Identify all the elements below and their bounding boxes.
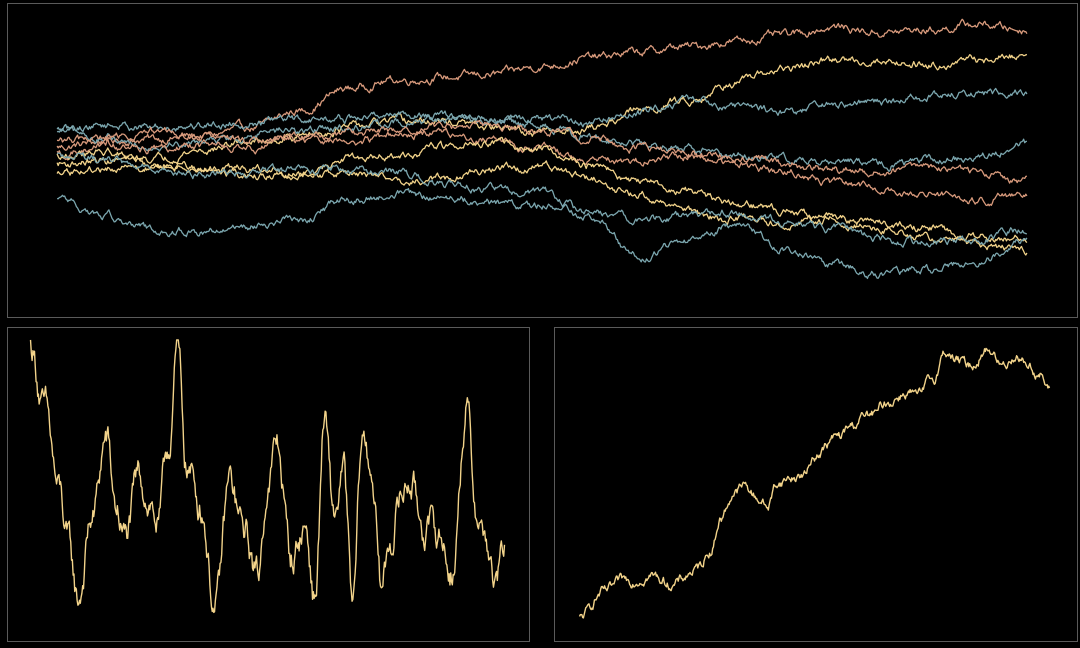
series-line-3 (56, 87, 1028, 133)
chart-panel-top (7, 3, 1078, 318)
series-line-1 (578, 347, 1051, 619)
series-line-1 (56, 18, 1028, 151)
series-line-9 (56, 152, 1028, 248)
series-line-10 (56, 187, 1028, 280)
series-line-7 (56, 136, 1028, 244)
chart-bottom-left-plot (29, 339, 506, 614)
series-line-6 (56, 127, 1028, 184)
series-line-4 (56, 114, 1028, 172)
chart-top-plot (56, 18, 1028, 280)
chart-panel-bottom-right (554, 327, 1078, 642)
series-line-1 (29, 339, 506, 614)
chart-bottom-right-plot (578, 347, 1051, 619)
series-line-5 (56, 119, 1028, 207)
chart-panel-bottom-left (7, 327, 530, 642)
